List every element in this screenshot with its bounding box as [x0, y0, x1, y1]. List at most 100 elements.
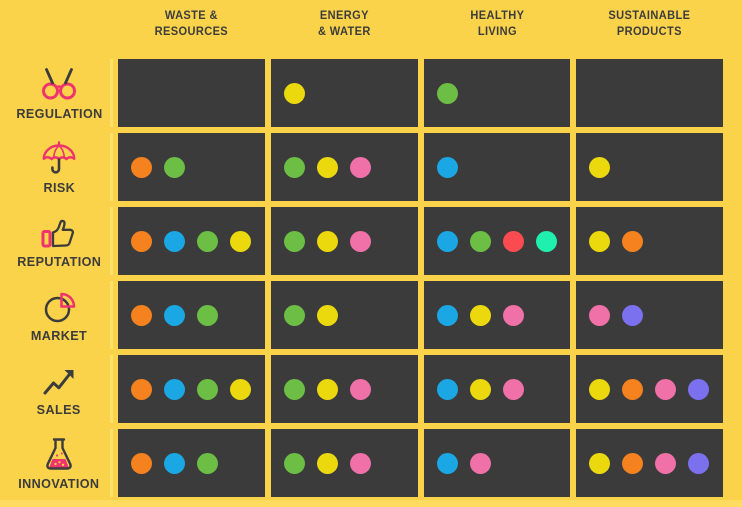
matrix-row-innovation: INNOVATION [0, 429, 723, 497]
blue-dot [436, 156, 458, 178]
yellow-dot [469, 378, 491, 400]
umbrella-icon [42, 141, 76, 174]
row-label-reputation: REPUTATION [0, 207, 118, 275]
matrix-cell [423, 59, 571, 127]
matrix-cell [576, 133, 723, 201]
red-dot [502, 230, 524, 252]
matrix-cell [423, 429, 571, 497]
row-label-regulation: REGULATION [0, 59, 118, 127]
green-dot [197, 230, 218, 252]
orange-dot [622, 452, 644, 474]
matrix-cell [118, 59, 265, 127]
green-dot [164, 156, 185, 178]
pink-dot [655, 378, 677, 400]
yellow-dot [316, 378, 338, 400]
pink-dot [502, 304, 524, 326]
blue-dot [164, 452, 185, 474]
yellow-dot [230, 378, 251, 400]
matrix-cell [576, 281, 723, 349]
yellow-dot [589, 156, 611, 178]
matrix-cell [576, 355, 723, 423]
row-label-text: RISK [43, 180, 75, 195]
row-label-sales: SALES [0, 355, 118, 423]
pink-dot [349, 452, 371, 474]
yellow-dot [316, 230, 338, 252]
purple-dot [622, 304, 644, 326]
matrix-cell [576, 207, 723, 275]
pink-dot [502, 378, 524, 400]
teal-dot [535, 230, 557, 252]
yellow-dot [316, 452, 338, 474]
yellow-dot [589, 452, 611, 474]
matrix-cell [118, 281, 265, 349]
green-dot [469, 230, 491, 252]
green-dot [283, 230, 305, 252]
matrix-cell [118, 355, 265, 423]
yellow-dot [283, 82, 305, 104]
bottom-accent-strip [0, 500, 742, 507]
column-header-waste-resources: WASTE & RESOURCES [154, 10, 229, 39]
row-label-text: INNOVATION [18, 476, 100, 491]
matrix-cells-sales [118, 355, 723, 423]
column-header-healthy-living: HEALTHY LIVING [469, 10, 524, 39]
row-label-text: SALES [37, 402, 81, 417]
matrix-cell [423, 355, 571, 423]
orange-dot [131, 378, 152, 400]
green-dot [283, 304, 305, 326]
column-headers: WASTE & RESOURCES ENERGY & WATER HEALTHY… [118, 0, 723, 40]
matrix-cell [118, 207, 265, 275]
trend-arrow-icon [43, 370, 74, 395]
blue-dot [436, 452, 458, 474]
purple-dot [688, 452, 710, 474]
yellow-dot [316, 156, 338, 178]
glasses-icon [42, 68, 76, 100]
column-header-sustainable-products: SUSTAINABLE PRODUCTS [608, 10, 691, 39]
thumbs-up-icon [41, 219, 74, 248]
blue-dot [164, 304, 185, 326]
matrix-cell [118, 429, 265, 497]
matrix-cell [423, 133, 571, 201]
yellow-dot [589, 230, 611, 252]
row-label-text: REGULATION [15, 106, 103, 121]
matrix-cells-market [118, 281, 723, 349]
matrix-cell [270, 133, 418, 201]
orange-dot [622, 378, 644, 400]
pink-dot [469, 452, 491, 474]
purple-dot [688, 378, 710, 400]
green-dot [436, 82, 458, 104]
orange-dot [622, 230, 644, 252]
yellow-dot [589, 378, 611, 400]
matrix-cells-regulation [118, 59, 723, 127]
matrix-row-regulation: REGULATION [0, 59, 723, 127]
matrix-cells-innovation [118, 429, 723, 497]
matrix-row-risk: RISK [0, 133, 723, 201]
column-header-row: WASTE & RESOURCES ENERGY & WATER HEALTHY… [0, 0, 723, 59]
matrix-row-market: MARKET [0, 281, 723, 349]
flask-icon [46, 438, 72, 470]
matrix-cell [270, 281, 418, 349]
pink-dot [349, 230, 371, 252]
row-label-text: MARKET [30, 328, 88, 343]
green-dot [283, 378, 305, 400]
matrix-cell [118, 133, 265, 201]
matrix-cell [270, 59, 418, 127]
matrix-cell [576, 59, 723, 127]
matrix-cell [576, 429, 723, 497]
matrix-cell [270, 429, 418, 497]
green-dot [197, 452, 218, 474]
yellow-dot [316, 304, 338, 326]
pink-dot [349, 156, 371, 178]
blue-dot [436, 230, 458, 252]
matrix-cell [270, 207, 418, 275]
row-label-market: MARKET [0, 281, 118, 349]
row-label-text: REPUTATION [17, 254, 101, 269]
blue-dot [436, 304, 458, 326]
matrix-cells-reputation [118, 207, 723, 275]
green-dot [197, 378, 218, 400]
matrix-row-sales: SALES [0, 355, 723, 423]
green-dot [197, 304, 218, 326]
blue-dot [164, 378, 185, 400]
yellow-dot [230, 230, 251, 252]
blue-dot [436, 378, 458, 400]
